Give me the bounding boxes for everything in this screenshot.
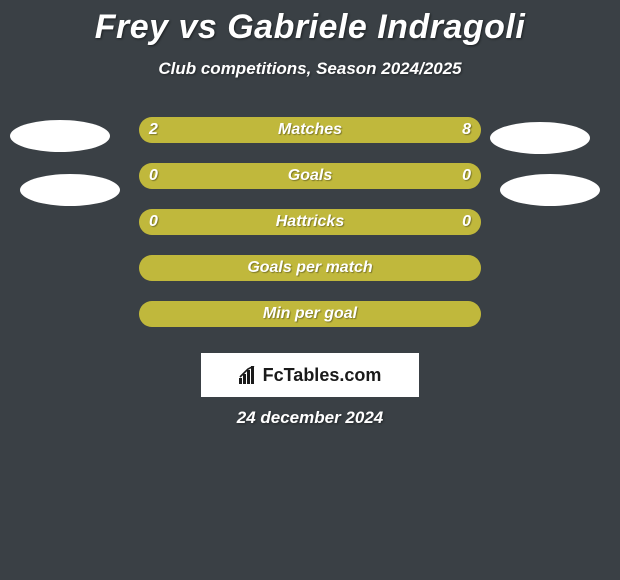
stat-row: 0 0 Hattricks <box>0 209 620 235</box>
bar-chart-icon <box>239 366 259 384</box>
bar-full-fill <box>139 163 481 189</box>
stat-row: Goals per match <box>0 255 620 281</box>
bar-track <box>139 163 481 189</box>
footer-logo: FcTables.com <box>201 353 419 397</box>
stat-value-left: 2 <box>149 117 158 143</box>
bar-full-fill <box>139 301 481 327</box>
bar-track <box>139 255 481 281</box>
player-placeholder-left <box>20 174 120 206</box>
bar-full-fill <box>139 209 481 235</box>
player-placeholder-right <box>500 174 600 206</box>
player-placeholder-right <box>490 122 590 154</box>
stat-value-right: 0 <box>462 209 471 235</box>
stat-value-left: 0 <box>149 163 158 189</box>
page-subtitle: Club competitions, Season 2024/2025 <box>0 59 620 79</box>
bar-track <box>139 301 481 327</box>
bar-full-fill <box>139 255 481 281</box>
bar-track <box>139 117 481 143</box>
page-title: Frey vs Gabriele Indragoli <box>0 0 620 47</box>
footer-logo-text: FcTables.com <box>239 365 382 386</box>
stat-row: Min per goal <box>0 301 620 327</box>
footer-date: 24 december 2024 <box>0 408 620 428</box>
footer-logo-label: FcTables.com <box>263 365 382 386</box>
bar-track <box>139 209 481 235</box>
player-placeholder-left <box>10 120 110 152</box>
stat-value-left: 0 <box>149 209 158 235</box>
bar-right-fill <box>207 117 481 143</box>
stat-value-right: 0 <box>462 163 471 189</box>
stat-value-right: 8 <box>462 117 471 143</box>
